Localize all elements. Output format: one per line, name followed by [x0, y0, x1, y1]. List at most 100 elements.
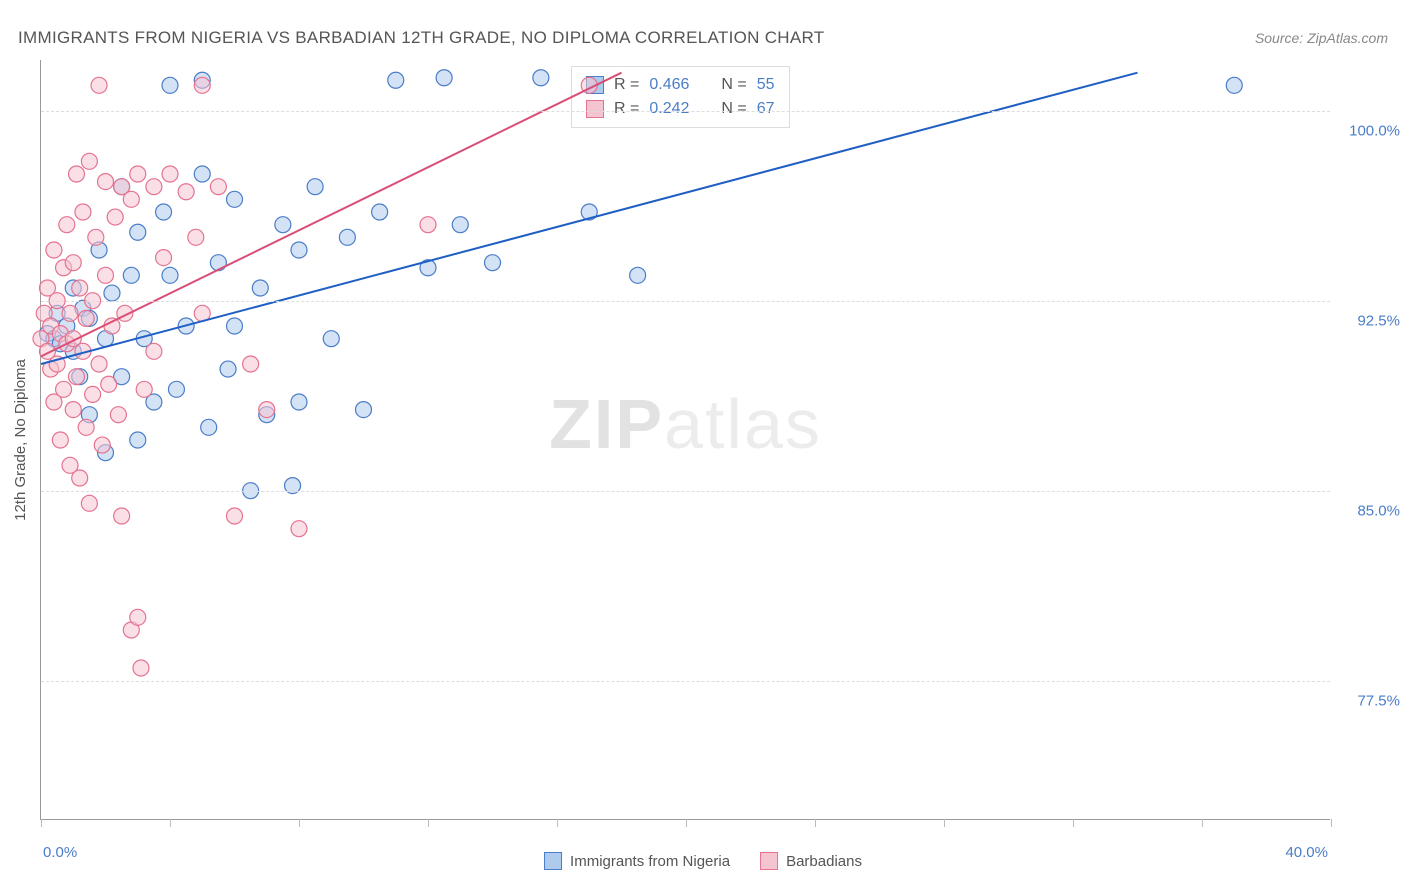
- bottom-legend: Immigrants from Nigeria Barbadians: [544, 852, 862, 870]
- grid-line-h: [41, 301, 1330, 302]
- scatter-point: [91, 77, 107, 93]
- chart-container: IMMIGRANTS FROM NIGERIA VS BARBADIAN 12T…: [0, 0, 1406, 892]
- scatter-point: [210, 179, 226, 195]
- y-tick-label: 85.0%: [1340, 502, 1400, 519]
- chart-title: IMMIGRANTS FROM NIGERIA VS BARBADIAN 12T…: [18, 28, 824, 48]
- x-tick: [686, 819, 687, 827]
- scatter-point: [227, 318, 243, 334]
- scatter-point: [123, 191, 139, 207]
- plot-area: ZIPatlas R = 0.466 N = 55 R = 0.242 N = …: [40, 60, 1330, 820]
- scatter-point: [259, 402, 275, 418]
- y-tick-label: 77.5%: [1340, 692, 1400, 709]
- scatter-point: [227, 191, 243, 207]
- scatter-point: [72, 470, 88, 486]
- x-tick: [815, 819, 816, 827]
- scatter-point: [104, 318, 120, 334]
- scatter-point: [62, 305, 78, 321]
- scatter-point: [194, 77, 210, 93]
- scatter-point: [485, 255, 501, 271]
- scatter-point: [388, 72, 404, 88]
- x-tick-label: 0.0%: [43, 844, 77, 861]
- x-tick: [428, 819, 429, 827]
- scatter-point: [56, 381, 72, 397]
- scatter-point: [243, 356, 259, 372]
- scatter-point: [78, 310, 94, 326]
- scatter-point: [291, 521, 307, 537]
- trend-line: [41, 73, 1138, 364]
- scatter-point: [436, 70, 452, 86]
- scatter-point: [130, 609, 146, 625]
- x-tick: [1202, 819, 1203, 827]
- scatter-point: [133, 660, 149, 676]
- scatter-point: [372, 204, 388, 220]
- scatter-point: [130, 224, 146, 240]
- scatter-point: [130, 166, 146, 182]
- scatter-point: [104, 285, 120, 301]
- x-tick: [557, 819, 558, 827]
- scatter-point: [210, 255, 226, 271]
- x-tick: [944, 819, 945, 827]
- scatter-point: [307, 179, 323, 195]
- x-tick: [1073, 819, 1074, 827]
- scatter-point: [98, 267, 114, 283]
- legend-swatch-1: [760, 852, 778, 870]
- scatter-point: [194, 166, 210, 182]
- scatter-point: [630, 267, 646, 283]
- scatter-point: [156, 204, 172, 220]
- scatter-point: [162, 267, 178, 283]
- x-tick: [299, 819, 300, 827]
- x-tick: [1331, 819, 1332, 827]
- scatter-point: [227, 508, 243, 524]
- scatter-point: [110, 407, 126, 423]
- source-label: Source: ZipAtlas.com: [1255, 30, 1388, 46]
- scatter-point: [188, 229, 204, 245]
- grid-line-h: [41, 491, 1330, 492]
- scatter-point: [130, 432, 146, 448]
- scatter-point: [68, 369, 84, 385]
- scatter-point: [533, 70, 549, 86]
- scatter-point: [98, 174, 114, 190]
- legend-item-0: Immigrants from Nigeria: [544, 852, 730, 870]
- scatter-point: [123, 267, 139, 283]
- scatter-point: [356, 402, 372, 418]
- y-tick-label: 100.0%: [1340, 122, 1400, 139]
- legend-label-0: Immigrants from Nigeria: [570, 853, 730, 870]
- scatter-point: [85, 386, 101, 402]
- scatter-point: [168, 381, 184, 397]
- scatter-point: [146, 343, 162, 359]
- y-tick-label: 92.5%: [1340, 312, 1400, 329]
- scatter-point: [275, 217, 291, 233]
- x-tick: [41, 819, 42, 827]
- scatter-point: [88, 229, 104, 245]
- scatter-point: [162, 166, 178, 182]
- scatter-point: [94, 437, 110, 453]
- scatter-point: [178, 184, 194, 200]
- scatter-point: [291, 242, 307, 258]
- scatter-point: [136, 381, 152, 397]
- scatter-point: [339, 229, 355, 245]
- scatter-point: [107, 209, 123, 225]
- x-tick: [170, 819, 171, 827]
- x-tick-label: 40.0%: [1285, 844, 1328, 861]
- scatter-point: [101, 376, 117, 392]
- grid-line-h: [41, 681, 1330, 682]
- scatter-point: [78, 419, 94, 435]
- legend-item-1: Barbadians: [760, 852, 862, 870]
- scatter-point: [162, 77, 178, 93]
- grid-line-h: [41, 111, 1330, 112]
- scatter-point: [75, 204, 91, 220]
- scatter-point: [81, 495, 97, 511]
- scatter-point: [220, 361, 236, 377]
- scatter-point: [65, 255, 81, 271]
- scatter-point: [59, 217, 75, 233]
- scatter-point: [52, 432, 68, 448]
- legend-swatch-0: [544, 852, 562, 870]
- scatter-point: [81, 153, 97, 169]
- scatter-point: [146, 179, 162, 195]
- scatter-point: [114, 508, 130, 524]
- scatter-point: [1226, 77, 1242, 93]
- scatter-point: [156, 250, 172, 266]
- plot-svg: [41, 60, 1330, 819]
- scatter-point: [291, 394, 307, 410]
- scatter-point: [420, 217, 436, 233]
